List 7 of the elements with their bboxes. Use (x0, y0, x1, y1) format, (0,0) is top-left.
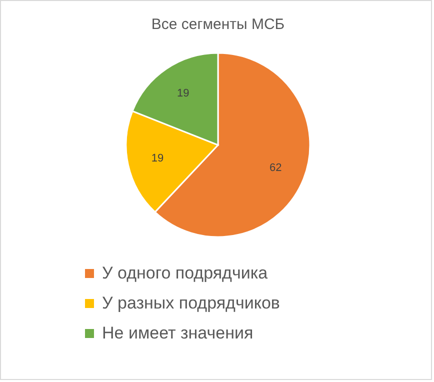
legend-label: У разных подрядчиков (102, 294, 280, 312)
legend-label: У одного подрядчика (102, 264, 268, 282)
legend-label: Не имеет значения (102, 324, 254, 342)
data-label: 62 (270, 162, 282, 174)
data-label: 19 (151, 152, 164, 165)
chart-title: Все сегменты МСБ (151, 16, 285, 33)
data-label: 19 (177, 88, 190, 100)
